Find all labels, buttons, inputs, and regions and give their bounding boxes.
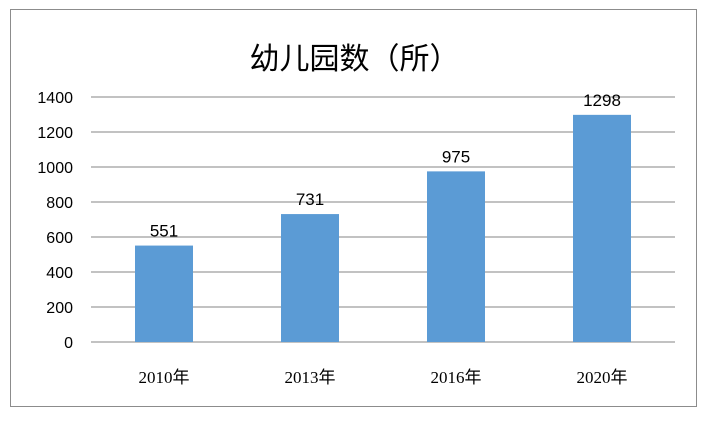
y-tick-label: 1000 — [37, 160, 73, 177]
chart-title: 幼儿园数（所） — [249, 42, 460, 77]
data-label: 551 — [150, 222, 178, 241]
y-tick-label: 600 — [46, 230, 73, 247]
chart-frame: 幼儿园数（所） 0 200 400 600 800 1000 1200 1400 551 2010… — [10, 9, 697, 407]
data-label: 731 — [296, 190, 324, 209]
x-tick-label: 2016年 — [431, 368, 482, 387]
y-tick-label: 800 — [46, 195, 73, 212]
y-tick-label: 200 — [46, 300, 73, 317]
chart-plot: 0 200 400 600 800 1000 1200 1400 551 2010年 731 2013… — [37, 90, 675, 387]
bar — [427, 171, 485, 342]
x-tick-label: 2013年 — [285, 368, 336, 387]
data-label: 975 — [442, 147, 470, 166]
bar — [573, 114, 631, 342]
y-tick-label: 0 — [64, 335, 73, 352]
x-tick-label: 2010年 — [139, 368, 190, 387]
bar — [281, 214, 339, 342]
x-tick-label: 2020年 — [577, 368, 628, 387]
y-tick-label: 1400 — [37, 90, 73, 107]
y-tick-label: 1200 — [37, 125, 73, 142]
bar — [135, 245, 193, 342]
data-label: 1298 — [583, 91, 621, 110]
y-tick-label: 400 — [46, 265, 73, 282]
